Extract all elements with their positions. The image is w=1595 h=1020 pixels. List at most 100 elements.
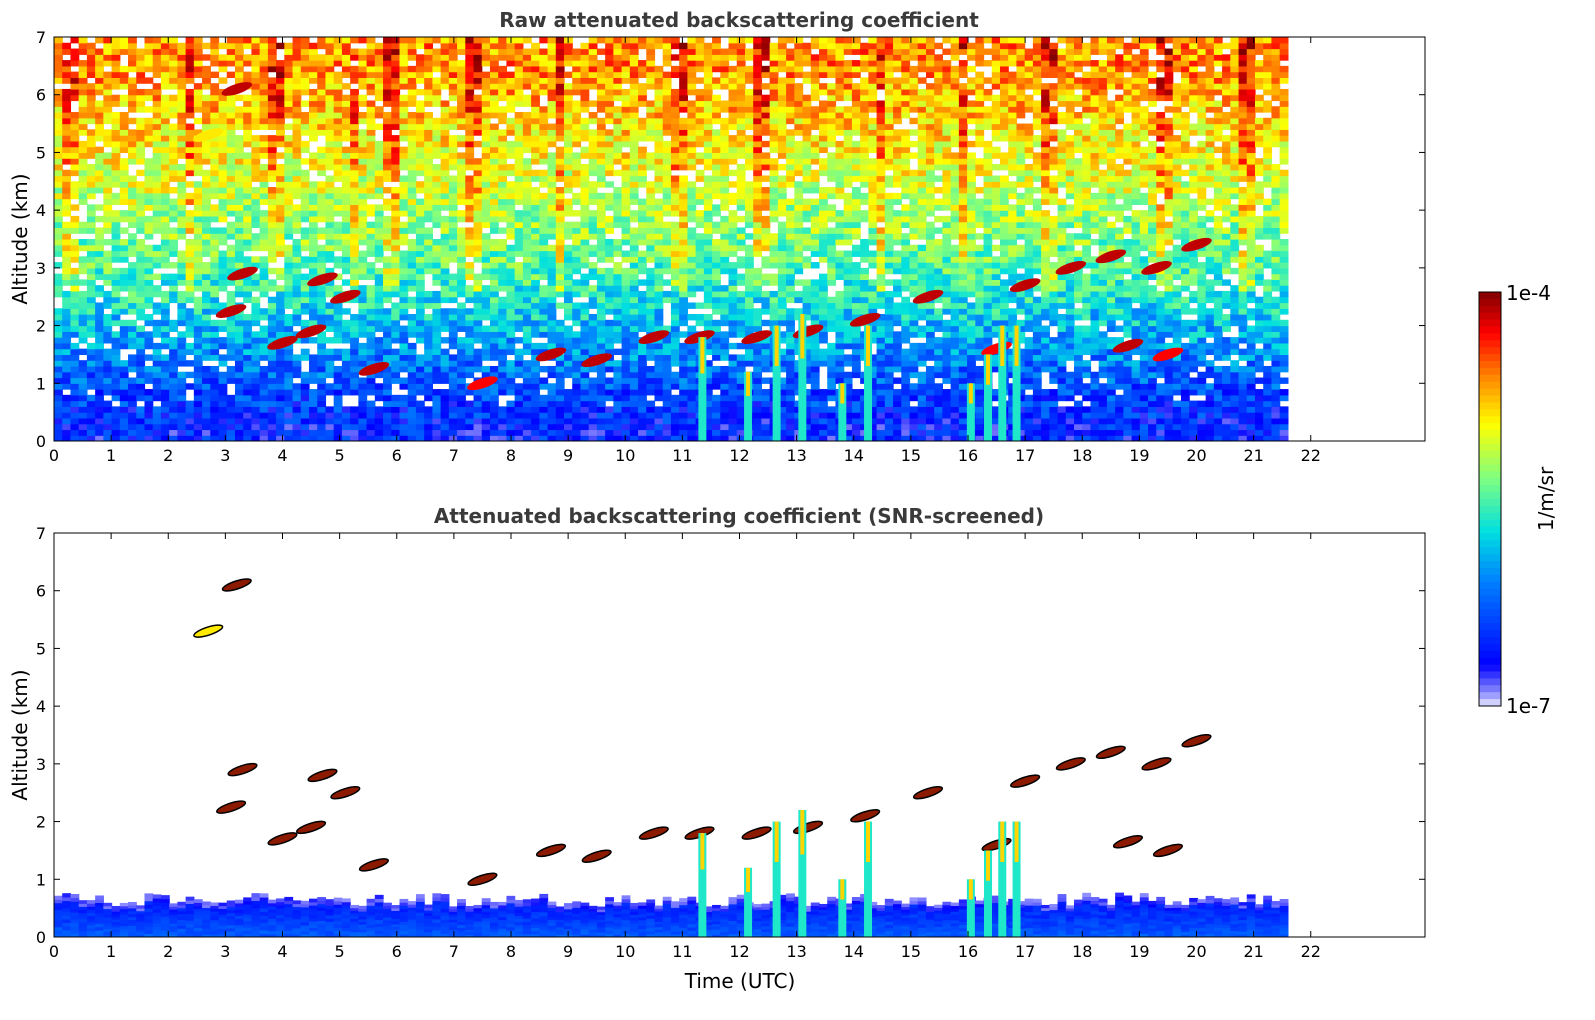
raw-cell	[251, 135, 261, 142]
raw-cell	[70, 302, 80, 309]
raw-cell	[350, 100, 359, 107]
raw-cell	[210, 71, 220, 78]
raw-cell	[391, 429, 401, 436]
raw-cell	[259, 423, 269, 431]
raw-cell	[62, 48, 72, 55]
raw-cell	[424, 331, 433, 338]
raw-cell	[152, 158, 162, 165]
raw-cell	[234, 158, 244, 165]
raw-cell	[473, 302, 483, 309]
raw-cell	[193, 348, 203, 356]
raw-cell	[309, 337, 318, 344]
raw-cell	[440, 279, 450, 286]
raw-cell	[276, 77, 285, 84]
raw-cell	[119, 325, 129, 332]
raw-cell	[687, 412, 697, 419]
raw-cell	[498, 198, 508, 205]
raw-cell	[564, 60, 573, 67]
raw-cell	[103, 163, 113, 171]
raw-cell	[226, 296, 236, 304]
raw-cell	[267, 348, 277, 356]
raw-cell	[325, 71, 335, 78]
raw-cell	[169, 279, 178, 286]
raw-cell	[695, 123, 705, 130]
raw-cell	[679, 215, 689, 223]
raw-cell	[95, 412, 104, 419]
raw-cell	[284, 267, 294, 275]
raw-cell	[341, 377, 351, 384]
raw-cell	[670, 348, 680, 356]
raw-cell	[654, 77, 664, 84]
raw-cell	[539, 198, 549, 205]
raw-cell	[588, 65, 598, 73]
raw-cell	[366, 348, 376, 356]
raw-cell	[193, 371, 203, 379]
raw-cell	[383, 337, 392, 344]
raw-cell	[128, 54, 137, 61]
raw-cell	[621, 54, 631, 61]
raw-cell	[226, 348, 236, 356]
raw-cell	[489, 319, 499, 327]
raw-cell	[251, 152, 261, 159]
raw-cell	[465, 158, 475, 165]
raw-cell	[605, 406, 614, 413]
raw-cell	[160, 371, 170, 379]
raw-cell	[473, 192, 483, 200]
raw-cell	[465, 146, 475, 154]
raw-cell	[638, 435, 647, 441]
raw-cell	[226, 400, 236, 407]
raw-cell	[95, 152, 104, 159]
raw-cell	[177, 210, 187, 217]
raw-cell	[531, 383, 540, 390]
raw-cell	[317, 296, 327, 304]
raw-cell	[309, 106, 318, 113]
raw-cell	[251, 371, 261, 379]
raw-cell	[572, 394, 582, 402]
raw-cell	[210, 100, 220, 107]
raw-cell	[119, 163, 129, 171]
raw-cell	[424, 412, 433, 419]
raw-cell	[218, 239, 228, 246]
raw-cell	[128, 429, 137, 436]
raw-cell	[391, 37, 401, 44]
raw-cell	[325, 325, 335, 332]
raw-cell	[259, 239, 269, 246]
raw-cell	[506, 400, 516, 407]
raw-cell	[70, 244, 80, 252]
raw-cell	[498, 342, 508, 350]
raw-cell	[654, 123, 664, 130]
raw-cell	[654, 140, 664, 148]
raw-cell	[547, 94, 557, 102]
raw-cell	[407, 302, 417, 309]
raw-cell	[86, 342, 96, 350]
raw-cell	[662, 88, 672, 96]
raw-cell	[596, 406, 606, 413]
raw-cell	[325, 48, 335, 55]
raw-cell	[210, 290, 220, 298]
raw-cell	[193, 314, 203, 321]
raw-cell	[415, 158, 425, 165]
raw-cell	[325, 60, 335, 67]
raw-cell	[522, 233, 532, 240]
raw-cell	[160, 244, 170, 252]
raw-cell	[111, 429, 121, 436]
raw-cell	[531, 377, 540, 384]
raw-cell	[309, 210, 318, 217]
raw-cell	[309, 187, 318, 194]
raw-cell	[687, 279, 697, 286]
raw-cell	[481, 88, 491, 96]
raw-cell	[415, 314, 425, 321]
raw-cell	[276, 175, 285, 182]
raw-cell	[596, 348, 606, 356]
raw-cell	[580, 123, 590, 130]
raw-cell	[654, 65, 664, 73]
raw-cell	[276, 42, 285, 50]
raw-cell	[95, 163, 104, 171]
raw-cell	[399, 267, 409, 275]
raw-cell	[407, 365, 417, 373]
raw-cell	[325, 279, 335, 286]
raw-cell	[539, 348, 549, 356]
raw-cell	[218, 360, 228, 367]
raw-cell	[70, 181, 80, 188]
raw-cell	[687, 187, 697, 194]
